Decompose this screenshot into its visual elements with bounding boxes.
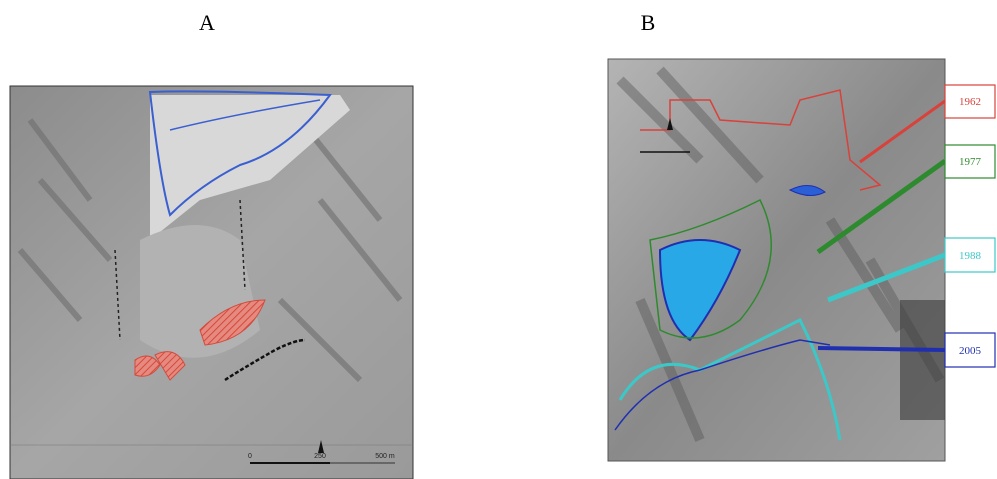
arrow bbox=[818, 348, 945, 350]
panel-label: A bbox=[199, 10, 215, 35]
scale-label: 0 bbox=[248, 453, 252, 460]
legend-year: 1962 bbox=[959, 96, 981, 108]
scale-label: 250 bbox=[314, 453, 326, 460]
image-a: 0 250 500 m bbox=[10, 86, 413, 479]
figure: A B 0 250 500 m bbox=[0, 0, 997, 479]
image-b bbox=[608, 59, 945, 461]
legend-year: 1977 bbox=[959, 156, 982, 168]
legend-year: 1988 bbox=[959, 250, 982, 262]
panel-label: B bbox=[641, 10, 656, 35]
legend-year: 2005 bbox=[959, 345, 982, 357]
scale-label: 500 m bbox=[375, 453, 395, 460]
